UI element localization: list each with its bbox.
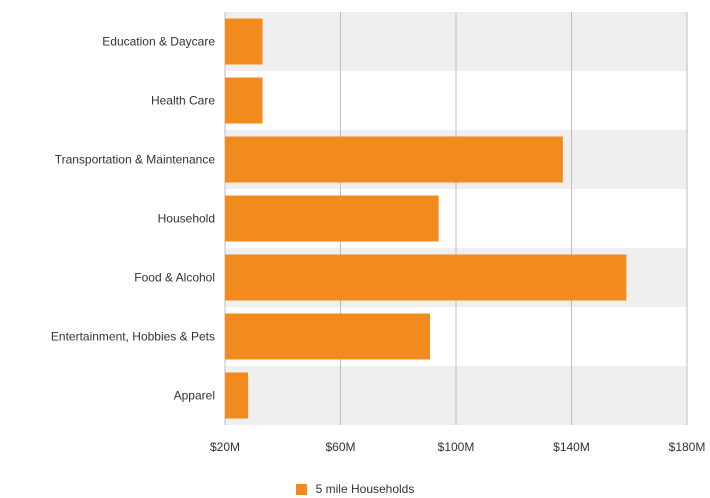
x-tick-label: $100M — [438, 440, 475, 454]
bar[interactable] — [225, 254, 627, 301]
category-label: Apparel — [174, 389, 215, 403]
x-tick-label: $60M — [325, 440, 355, 454]
category-labels: Education & Daycare Health Care Transporta… — [51, 35, 215, 403]
bar[interactable] — [225, 18, 263, 65]
bar[interactable] — [225, 195, 439, 242]
category-label: Transportation & Maintenance — [55, 153, 216, 167]
x-tick-label: $140M — [553, 440, 590, 454]
bar[interactable] — [225, 372, 249, 419]
bar[interactable] — [225, 136, 563, 183]
bar[interactable] — [225, 313, 431, 360]
category-label: Household — [158, 212, 215, 226]
bar[interactable] — [225, 77, 263, 124]
legend[interactable]: 5 mile Households — [0, 482, 710, 496]
legend-label: 5 mile Households — [315, 482, 415, 496]
x-tick-label: $180M — [669, 440, 706, 454]
x-tick-labels: $20M $60M $100M $140M $180M — [210, 440, 705, 454]
category-label: Health Care — [151, 94, 215, 108]
x-tick-label: $20M — [210, 440, 240, 454]
category-label: Education & Daycare — [102, 35, 215, 49]
legend-swatch — [295, 483, 307, 495]
bar-chart: Education & Daycare Health Care Transporta… — [51, 12, 705, 454]
category-label: Entertainment, Hobbies & Pets — [51, 330, 215, 344]
category-label: Food & Alcohol — [134, 271, 215, 285]
bars — [225, 18, 627, 419]
